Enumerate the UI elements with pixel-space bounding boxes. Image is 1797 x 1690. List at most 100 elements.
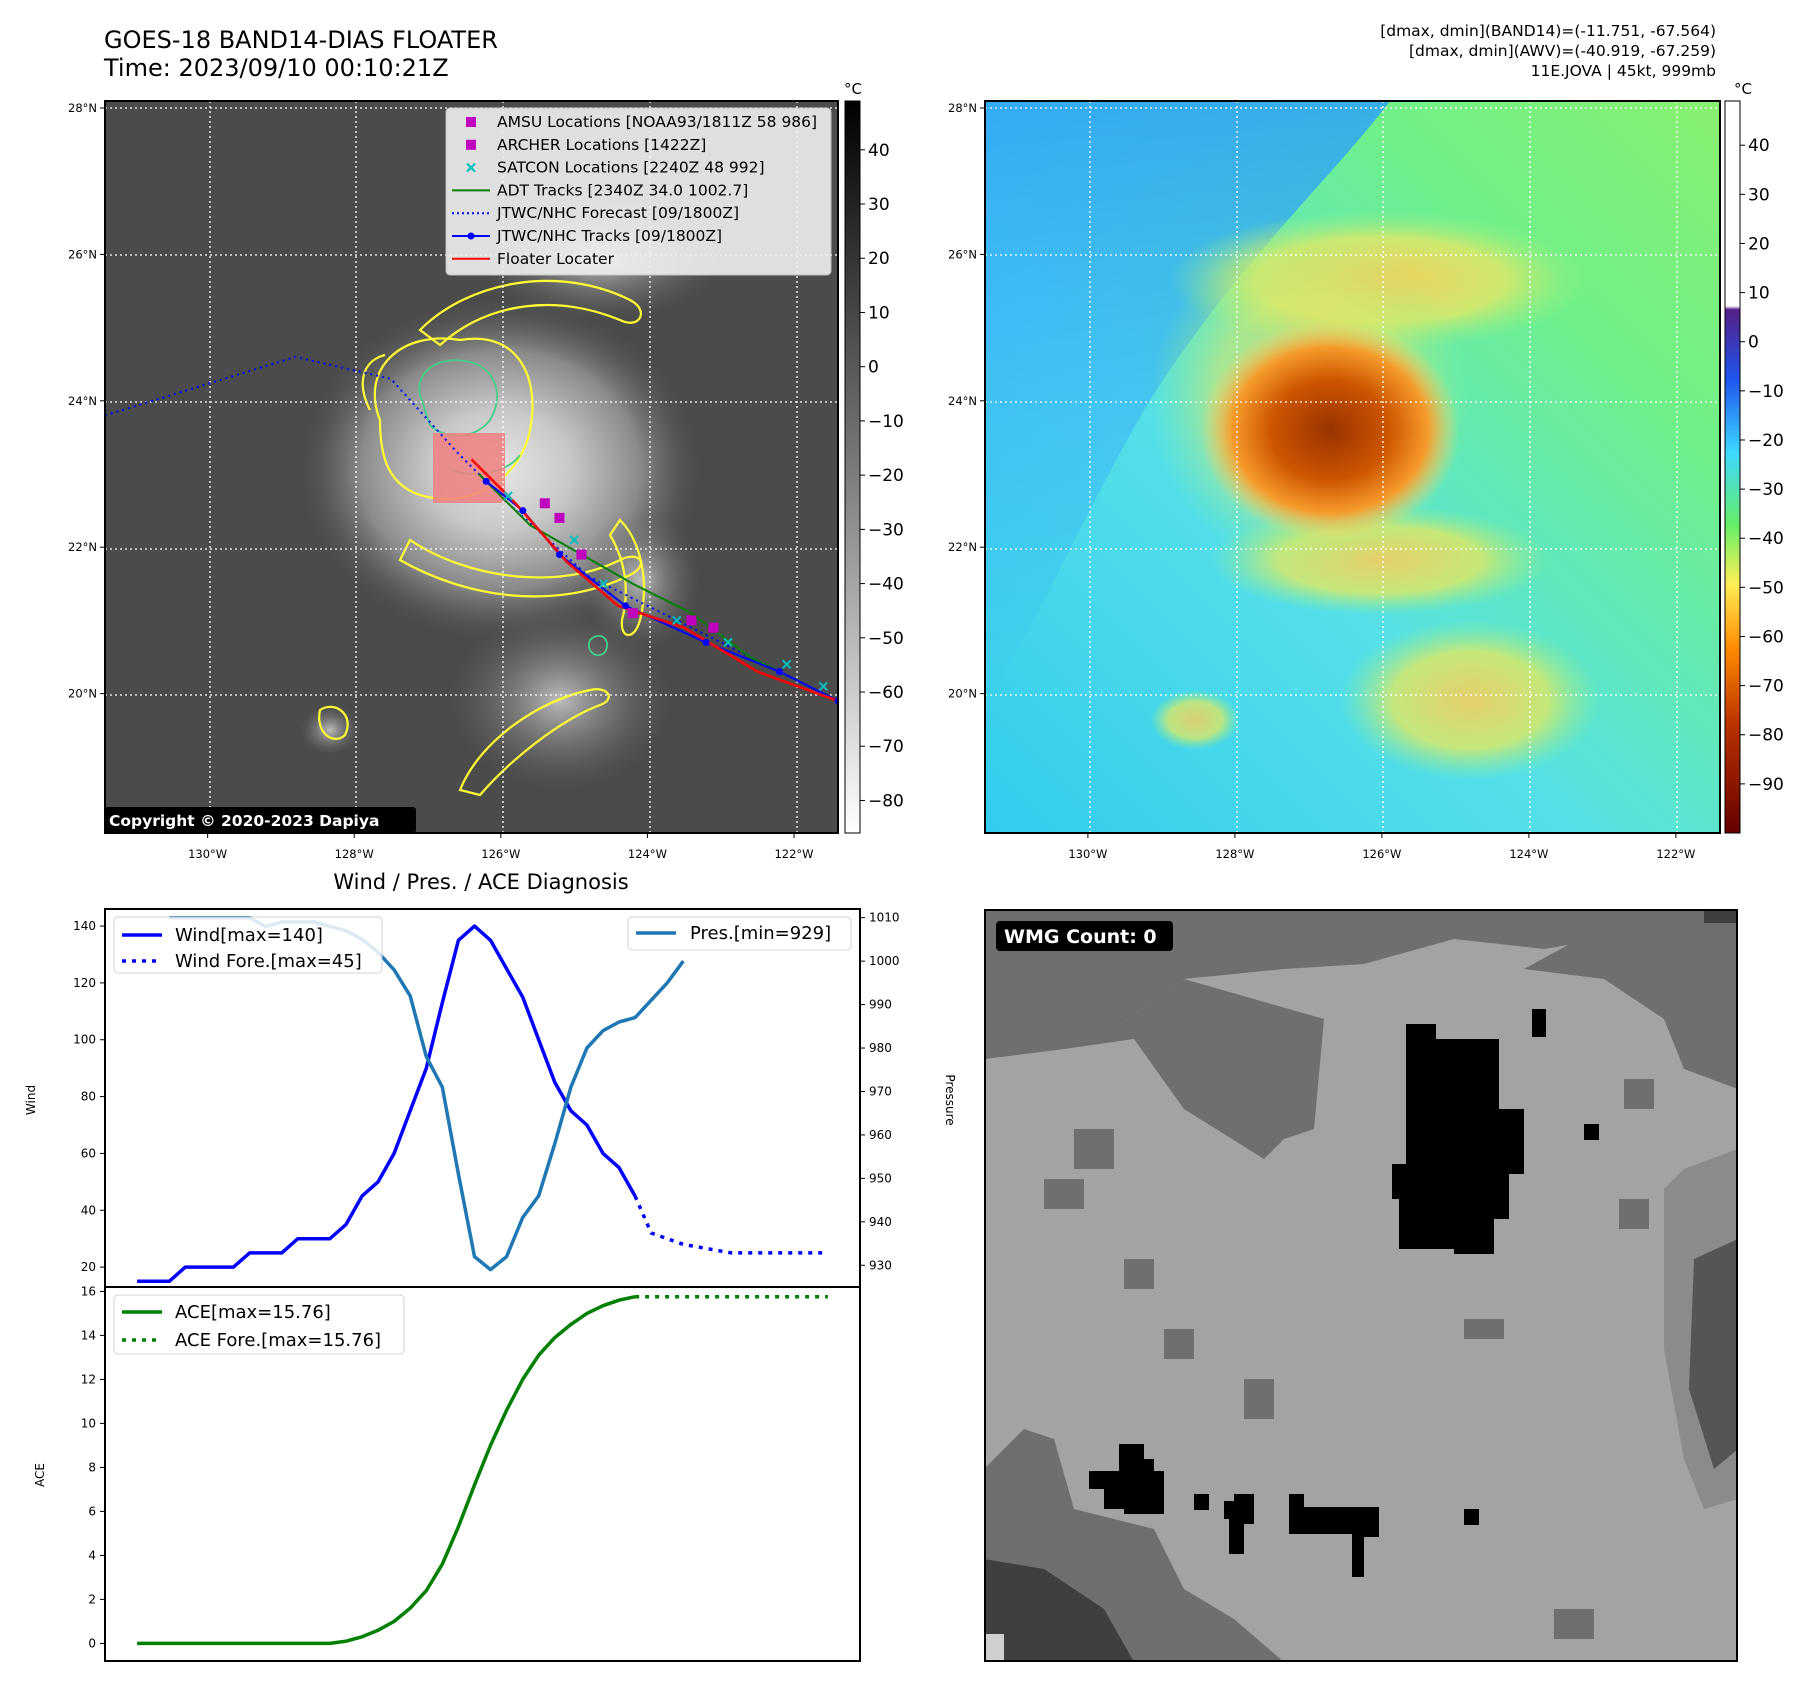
wind-series-line xyxy=(137,924,637,1284)
best-track-point xyxy=(621,602,629,610)
wv-field xyxy=(985,101,1720,833)
wind-tick-label: 140 xyxy=(73,919,96,933)
amsu-marker xyxy=(627,608,638,619)
ace-tick-label: 10 xyxy=(81,1416,96,1430)
ace-tick-label: 0 xyxy=(88,1636,96,1650)
wind-legend-label: Wind[max=140] xyxy=(175,925,323,946)
lat-tick-label: 22°N xyxy=(948,540,977,554)
amsu-marker xyxy=(686,615,697,626)
ir-lon-ticks: 130°W 128°W 126°W 124°W 122°W xyxy=(188,833,814,861)
colorbar-tick-label: −50 xyxy=(1748,578,1784,598)
pressure-tick-label: 1000 xyxy=(869,954,900,968)
dmax-awv-text: [dmax, dmin](AWV)=(-40.919, -67.259) xyxy=(1409,42,1716,60)
ace-axis-label: ACE xyxy=(33,1463,47,1487)
diagnosis-frame xyxy=(104,908,861,1662)
wv-panel: 28°N 26°N 24°N 22°N 20°N 130°W 128°W 126°W 124°… xyxy=(948,80,1784,861)
ir-panel: 28°N 26°N 24°N 22°N 20°N 130°W 128°W 126°W 124°… xyxy=(68,80,904,861)
ace-tick-label: 16 xyxy=(81,1284,96,1298)
colorbar-tick-label: 0 xyxy=(1748,333,1759,353)
colorbar-tick-label: 30 xyxy=(1748,185,1770,205)
lon-tick-label: 126°W xyxy=(481,847,520,861)
lat-tick-label: 22°N xyxy=(68,540,97,554)
pressure-tick-label: 990 xyxy=(869,998,892,1012)
colorbar-tick-label: 10 xyxy=(868,303,890,323)
lon-tick-label: 122°W xyxy=(1656,847,1695,861)
best-track-point xyxy=(555,551,563,559)
wv-colorbar-unit: °C xyxy=(1734,80,1752,98)
lat-tick-label: 24°N xyxy=(68,394,97,408)
colorbar-tick-label: −10 xyxy=(1748,382,1784,402)
amsu-marker xyxy=(576,549,587,560)
colorbar-tick-label: −60 xyxy=(868,683,904,703)
colorbar-tick-label: −20 xyxy=(868,466,904,486)
lon-tick-label: 128°W xyxy=(335,847,374,861)
ir-colorbar-ticks: 40 30 20 10 0 −10 −20 −30 −40 −50 −60 −70 −80 xyxy=(860,141,904,811)
lon-tick-label: 124°W xyxy=(1509,847,1548,861)
lon-tick-label: 130°W xyxy=(188,847,227,861)
wv-gridlines xyxy=(985,101,1720,833)
wind-legend-box xyxy=(113,916,383,974)
amsu-marker xyxy=(708,622,719,633)
ace-tick-label: 8 xyxy=(88,1460,96,1474)
pres-legend-box xyxy=(627,916,852,951)
wind-axis-label: Wind xyxy=(24,1085,38,1115)
lat-tick-label: 24°N xyxy=(948,394,977,408)
colorbar-tick-label: 20 xyxy=(868,249,890,269)
satcon-marker xyxy=(598,579,609,589)
lat-tick-label: 20°N xyxy=(68,687,97,701)
ace-tick-label: 12 xyxy=(81,1372,96,1386)
pressure-tick-label: 1010 xyxy=(869,911,900,925)
colorbar-tick-label: −40 xyxy=(868,575,904,595)
wind-ticks: 20 40 60 80 100 120 140 xyxy=(73,919,105,1274)
lon-tick-label: 128°W xyxy=(1215,847,1254,861)
lon-tick-label: 124°W xyxy=(628,847,667,861)
pressure-axis-label: Pressure xyxy=(943,1074,957,1125)
colorbar-tick-label: −30 xyxy=(1748,480,1784,500)
lon-tick-label: 126°W xyxy=(1362,847,1401,861)
ace-tick-label: 14 xyxy=(81,1328,96,1342)
colorbar-tick-label: −90 xyxy=(1748,775,1784,795)
colorbar-tick-label: −10 xyxy=(868,412,904,432)
satcon-marker xyxy=(503,491,513,501)
storm-info-text: 11E.JOVA | 45kt, 999mb xyxy=(1530,62,1716,80)
dmax-band14-text: [dmax, dmin](BAND14)=(-11.751, -67.564) xyxy=(1380,22,1716,40)
ir-lat-ticks: 28°N 26°N 24°N 22°N 20°N xyxy=(68,101,105,701)
pres-legend-label: Pres.[min=929] xyxy=(690,923,831,944)
copyright-text: Copyright © 2020-2023 Dapiya xyxy=(109,812,379,830)
satcon-marker xyxy=(818,681,829,691)
chart-title: GOES-18 BAND14-DIAS FLOATER xyxy=(104,26,498,54)
colorbar-tick-label: 30 xyxy=(868,195,890,215)
colorbar-tick-label: −80 xyxy=(868,791,904,811)
colorbar-tick-label: 0 xyxy=(868,358,879,378)
wind-tick-label: 100 xyxy=(73,1033,96,1047)
colorbar-tick-label: −70 xyxy=(868,737,904,757)
pressure-tick-label: 980 xyxy=(869,1041,892,1055)
lat-tick-label: 26°N xyxy=(948,247,977,261)
ir-colorbar xyxy=(844,100,861,834)
diagnosis-title: Wind / Pres. / ACE Diagnosis xyxy=(333,870,628,894)
colorbar-tick-label: −30 xyxy=(868,520,904,540)
floater-track-line xyxy=(470,458,838,703)
satcon-marker xyxy=(781,659,792,670)
best-track-point xyxy=(775,668,783,676)
adt-track-line xyxy=(478,473,838,702)
ace-legend-box xyxy=(113,1294,405,1355)
wind-fore-legend-label: Wind Fore.[max=45] xyxy=(175,951,362,972)
legend-label: JTWC/NHC Forecast [09/1800Z] xyxy=(496,204,739,222)
legend-label: AMSU Locations [NOAA93/1811Z 58 986] xyxy=(497,113,817,131)
wind-forecast-line xyxy=(633,1195,828,1255)
pressure-ticks: 930 940 950 960 970 980 990 1000 1010 xyxy=(860,911,900,1272)
ace-fore-legend-label: ACE Fore.[max=15.76] xyxy=(175,1330,381,1351)
ace-tick-label: 4 xyxy=(88,1548,96,1562)
pressure-tick-label: 950 xyxy=(869,1171,892,1185)
legend-label: ADT Tracks [2340Z 34.0 1002.7] xyxy=(497,181,748,199)
pressure-tick-label: 930 xyxy=(869,1258,892,1272)
colorbar-tick-label: −70 xyxy=(1748,677,1784,697)
legend-marker-square xyxy=(466,117,476,127)
chart-timestamp: Time: 2023/09/10 00:10:21Z xyxy=(104,54,449,82)
colorbar-tick-label: −80 xyxy=(1748,726,1784,746)
wv-lon-ticks: 130°W 128°W 126°W 124°W 122°W xyxy=(1068,833,1695,861)
diagnosis-panel: Wind / Pres. / ACE Diagnosis Wind Pressu… xyxy=(24,870,957,1662)
ace-tick-label: 2 xyxy=(88,1592,96,1606)
legend-marker-square xyxy=(466,139,476,150)
